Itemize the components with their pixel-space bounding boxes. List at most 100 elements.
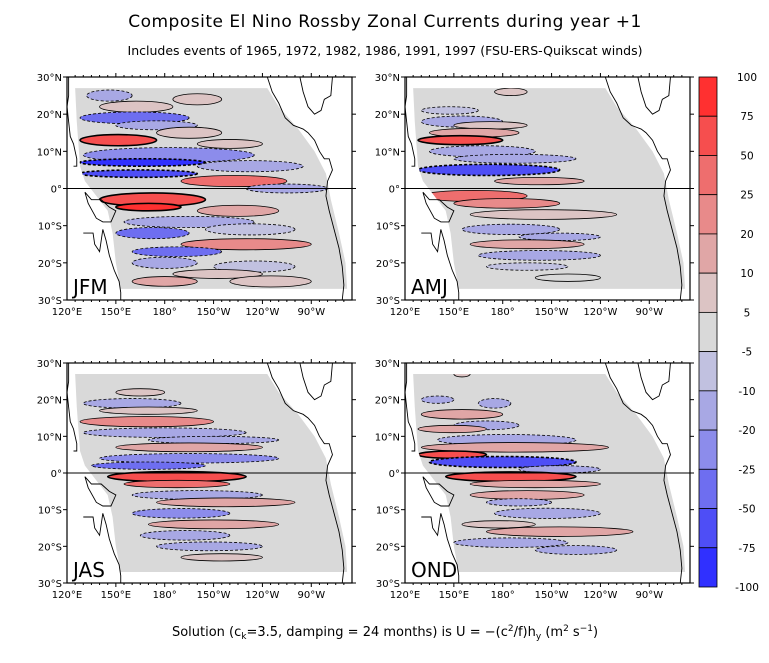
colorbar-swatch [698,468,718,509]
lat-tick-label: 30°N [37,359,62,370]
lat-tick-label: 20°S [38,542,62,553]
colorbar-swatch [698,194,718,235]
colorbar-label: 25 [740,190,753,202]
lon-tick-label: 180° [153,590,177,601]
lat-tick-label: 10°N [375,147,400,158]
lat-tick-label: 10°S [376,222,400,233]
contour-band [180,175,288,188]
contour-band [148,435,280,445]
contour-band [469,479,601,489]
coastline-new-guinea [422,476,455,507]
lon-tick-label: 90°W [635,590,663,601]
colorbar-label: 50 [740,150,753,162]
lat-tick-label: 20°N [375,110,400,121]
lon-tick-label: 150°E [101,307,131,318]
colorbar-swatch [698,547,718,588]
coastline-americas [266,77,345,300]
lat-tick-label: 0° [51,185,62,196]
contour-band [131,276,198,287]
colorbar-swatch [698,76,718,117]
contour-band [131,256,198,269]
contour-band [428,455,577,469]
coastline-australia [421,229,460,300]
contour-band [534,273,601,282]
contour-band [417,424,487,434]
lon-tick-label: 120°W [583,307,617,318]
contour-band [494,176,585,186]
lat-tick-label: 20°S [376,542,400,553]
lon-tick-label: 150°E [439,307,469,318]
coastline-asia [67,77,78,167]
colorbar-swatch [698,272,718,313]
season-label: OND [411,558,457,582]
contour-band [115,442,263,453]
lon-tick-label: 90°W [297,307,325,318]
lon-tick-label: 150°E [439,590,469,601]
contour-band [196,204,280,217]
lon-tick-label: 120°E [52,590,82,601]
lat-tick-label: 10°N [375,432,400,443]
coastline-americas [604,77,683,300]
contour-band [91,461,206,470]
contour-band [99,406,198,415]
coastline-australia [83,229,122,300]
colorbar: 100 75 50 25 20 10 5 -5 -10 -20 -25 -50 -75 -100 [698,72,759,594]
contour-band [139,530,231,541]
coastline-gulf [637,77,671,115]
lon-tick-label: 180° [491,307,515,318]
lon-tick-label: 180° [491,590,515,601]
contour-band [453,153,577,164]
contour-band [156,541,263,552]
colorbar-label: 100 [737,72,757,84]
lat-tick-label: 30°N [375,73,400,84]
colorbar-swatch [698,155,718,196]
coastline-gulf [299,77,333,115]
contour-band [131,246,223,257]
contour-band [429,145,536,158]
lat-tick-label: 10°N [37,147,62,158]
contour-band [534,545,618,555]
contour-band [180,553,263,562]
contour-band [417,163,561,177]
coastline-new-guinea [422,191,455,223]
contour-band [115,202,182,212]
colorbar-swatch [698,429,718,470]
lat-tick-label: 10°S [38,222,62,233]
lat-tick-label: 20°N [375,396,400,407]
season-label: AMJ [411,275,448,299]
contour-band [453,121,528,130]
contour-band [486,526,634,537]
lon-tick-label: 120°W [245,307,279,318]
colorbar-swatch [698,311,718,353]
contour-band [486,498,552,507]
coastline-new-guinea [84,476,117,507]
colorbar-swatch [698,508,718,549]
contour-band [148,519,280,530]
contour-band [172,269,263,279]
lon-tick-label: 90°W [635,307,663,318]
lat-tick-label: 20°N [37,110,62,121]
contour-band [172,93,223,106]
contour-band [82,427,247,438]
season-label: JAS [71,558,105,582]
contour-band [99,100,174,113]
contour-band [123,479,231,489]
colorbar-label: 10 [740,268,753,280]
contour-band [494,88,528,96]
coastline-asia [67,363,78,452]
contour-band [79,169,199,179]
colorbar-label: -5 [742,347,752,359]
colorbar-label: 20 [740,229,753,241]
contour-band [453,374,471,378]
colorbar-label: 75 [740,111,753,123]
contour-band [477,250,601,261]
contour-band [477,398,512,409]
contour-band [229,275,312,288]
contour-band [196,160,304,173]
contour-band [180,238,312,251]
lat-tick-label: 0° [389,469,400,480]
coastline-gulf [299,363,333,401]
lat-tick-label: 30°N [37,73,62,84]
lon-tick-label: 150°W [197,590,231,601]
